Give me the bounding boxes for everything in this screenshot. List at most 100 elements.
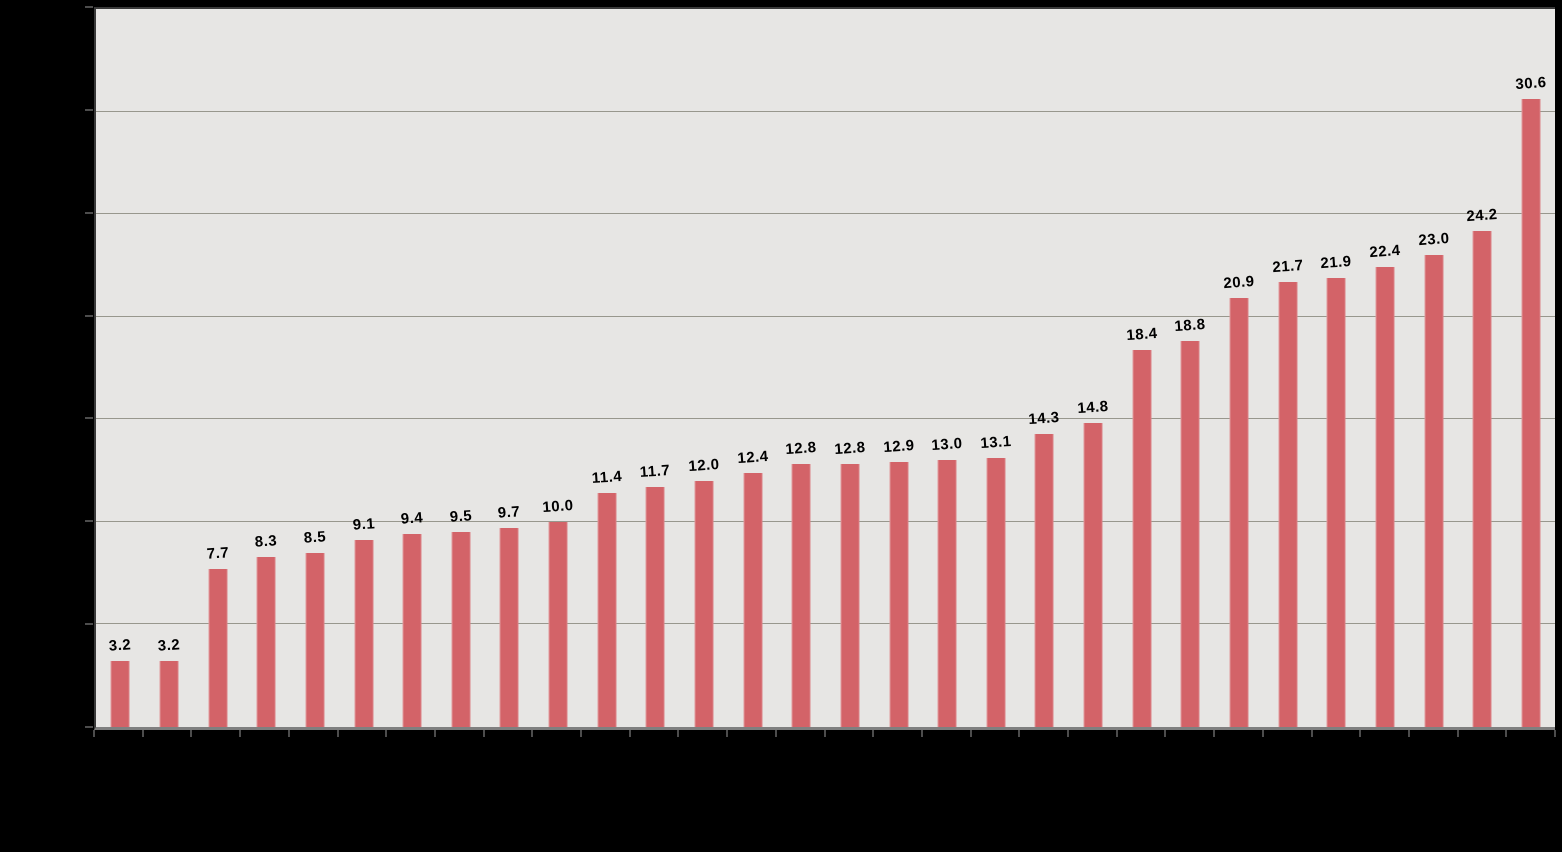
bar-column: 20.9 bbox=[1215, 9, 1264, 727]
bar bbox=[1521, 99, 1541, 727]
bar-value-label: 30.6 bbox=[1514, 74, 1548, 94]
x-axis-tick bbox=[482, 730, 485, 737]
bar bbox=[451, 532, 471, 727]
bar-value-label: 3.2 bbox=[108, 636, 133, 656]
y-axis-tick bbox=[85, 520, 93, 523]
bar bbox=[1424, 255, 1444, 727]
bar-column: 3.2 bbox=[145, 9, 194, 727]
x-axis-tick bbox=[1554, 730, 1556, 737]
bar bbox=[1472, 230, 1492, 727]
bar-column: 14.3 bbox=[1020, 9, 1069, 727]
bar-column: 13.1 bbox=[972, 9, 1021, 727]
x-axis-tick bbox=[677, 730, 680, 737]
x-axis-tick bbox=[1310, 730, 1313, 737]
bar-column: 8.5 bbox=[291, 9, 340, 727]
bar-value-label: 14.3 bbox=[1028, 408, 1061, 428]
bar-column: 13.0 bbox=[923, 9, 972, 727]
bar bbox=[354, 540, 374, 727]
x-axis-tick bbox=[239, 730, 242, 737]
plot-area: 3.2 3.2 7.7 8.3 8.5 9.1 9.4 9.5 9.7 10.0 11.4 11.7 1… bbox=[94, 7, 1555, 730]
gridline bbox=[96, 110, 1555, 112]
bar bbox=[256, 556, 276, 727]
x-axis-tick bbox=[93, 730, 95, 737]
bar-column: 24.2 bbox=[1458, 9, 1507, 727]
bar-value-label: 24.2 bbox=[1466, 205, 1499, 225]
bar-value-label: 21.9 bbox=[1320, 252, 1353, 272]
bar-value-label: 12.8 bbox=[785, 439, 818, 459]
bar-column: 12.0 bbox=[680, 9, 729, 727]
bar bbox=[597, 493, 617, 727]
bar bbox=[159, 661, 179, 727]
bar-column: 7.7 bbox=[193, 9, 242, 727]
x-axis-tick bbox=[141, 730, 144, 737]
bar-value-label: 23.0 bbox=[1417, 230, 1450, 250]
bar-value-label: 12.0 bbox=[687, 455, 721, 475]
x-axis-tick bbox=[726, 730, 729, 737]
bar-value-label: 12.4 bbox=[736, 447, 769, 467]
bar bbox=[1083, 423, 1103, 727]
bar-column: 21.7 bbox=[1263, 9, 1312, 727]
y-axis-tick bbox=[85, 108, 93, 111]
x-axis-tick bbox=[336, 730, 339, 737]
y-axis-tick bbox=[85, 6, 93, 8]
bar bbox=[499, 528, 519, 727]
bar-column: 30.6 bbox=[1507, 9, 1556, 727]
x-axis-tick bbox=[531, 730, 534, 737]
bar bbox=[743, 472, 763, 727]
bar bbox=[791, 464, 811, 727]
bar-value-label: 9.7 bbox=[497, 503, 522, 522]
x-axis-tick bbox=[1261, 730, 1264, 737]
gridline bbox=[96, 623, 1555, 625]
bar bbox=[937, 460, 957, 727]
bar bbox=[1229, 298, 1249, 727]
y-axis-tick bbox=[85, 211, 93, 214]
gridline bbox=[96, 315, 1555, 317]
bar-column: 22.4 bbox=[1361, 9, 1410, 727]
bar-column: 12.9 bbox=[874, 9, 923, 727]
x-axis-tick bbox=[1213, 730, 1216, 737]
y-axis-tick bbox=[85, 417, 93, 420]
bar-value-label: 7.7 bbox=[205, 544, 230, 563]
bar-column: 12.8 bbox=[777, 9, 826, 727]
bar bbox=[110, 661, 130, 727]
x-axis-tick bbox=[580, 730, 582, 737]
x-axis-tick bbox=[1456, 730, 1459, 737]
bar-value-label: 3.2 bbox=[157, 636, 181, 656]
x-axis-tick bbox=[1067, 730, 1069, 737]
bar bbox=[986, 458, 1006, 727]
x-axis-tick bbox=[969, 730, 972, 737]
bar-value-label: 12.8 bbox=[833, 439, 867, 459]
bar-column: 14.8 bbox=[1069, 9, 1118, 727]
bar bbox=[889, 462, 909, 727]
bar-column: 11.7 bbox=[631, 9, 680, 727]
bar-value-label: 12.9 bbox=[882, 437, 915, 457]
bar-column: 9.4 bbox=[388, 9, 437, 727]
bar-column: 18.4 bbox=[1117, 9, 1166, 727]
x-axis-tick bbox=[1359, 730, 1362, 737]
bar-value-label: 14.8 bbox=[1076, 398, 1110, 418]
bar-value-label: 10.0 bbox=[541, 496, 575, 516]
bar-column: 18.8 bbox=[1166, 9, 1215, 727]
bar bbox=[694, 480, 714, 727]
bar-value-label: 9.1 bbox=[351, 515, 376, 535]
gridline bbox=[96, 520, 1555, 522]
gridline bbox=[96, 418, 1555, 420]
bar-column: 11.4 bbox=[582, 9, 631, 727]
bar-value-label: 8.3 bbox=[254, 531, 278, 551]
bar-column: 12.8 bbox=[826, 9, 875, 727]
x-axis-tick bbox=[433, 730, 436, 737]
bar bbox=[305, 552, 325, 727]
bar-value-label: 13.0 bbox=[931, 435, 964, 455]
x-axis-tick bbox=[1115, 730, 1118, 737]
bar bbox=[548, 521, 568, 727]
bar bbox=[1326, 277, 1346, 727]
bar bbox=[208, 569, 228, 727]
x-axis-tick bbox=[287, 730, 290, 737]
y-axis-tick bbox=[85, 314, 93, 317]
bar-column: 23.0 bbox=[1409, 9, 1458, 727]
bar-value-label: 18.4 bbox=[1125, 324, 1158, 344]
x-axis-tick bbox=[1164, 730, 1167, 737]
x-axis-tick bbox=[628, 730, 631, 737]
x-axis-tick bbox=[1505, 730, 1508, 737]
